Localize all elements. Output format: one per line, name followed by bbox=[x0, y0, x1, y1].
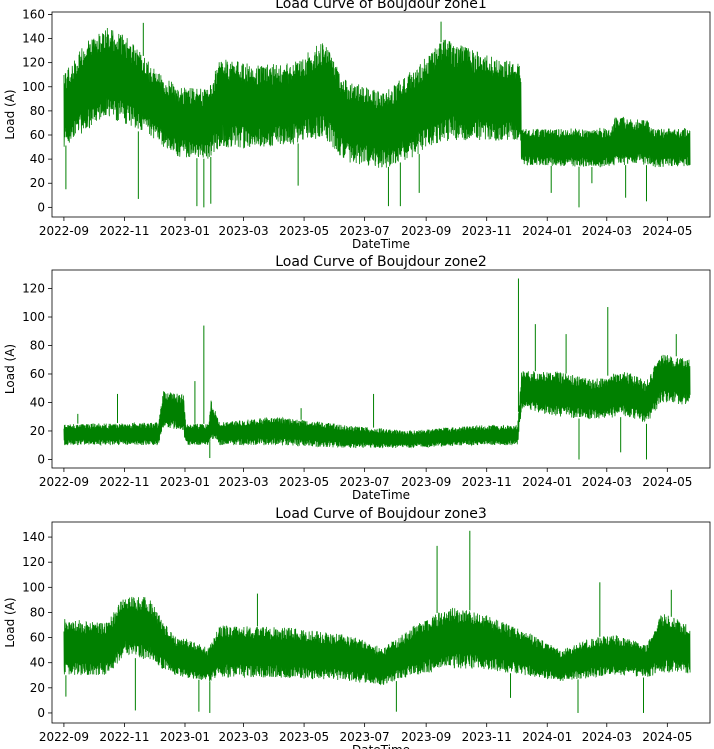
x-tick-label: 2023-11 bbox=[462, 730, 512, 744]
axes-frame bbox=[51, 11, 711, 218]
y-tick-label: 0 bbox=[37, 706, 45, 720]
x-tick-label: 2023-11 bbox=[462, 475, 512, 489]
y-tick-label: 160 bbox=[22, 7, 45, 21]
y-tick-label: 40 bbox=[30, 395, 45, 409]
x-tick-label: 2024-03 bbox=[582, 224, 632, 238]
chart-panel-3: 0 20 40 60 80 100 120 140 2022-09 2022-11 2023-01 2… bbox=[3, 506, 711, 749]
x-tick-label: 2024-03 bbox=[582, 730, 632, 744]
chart-panel-1: 0 20 40 60 80 100 120 140 160 2022-09 2022-11 2023-… bbox=[3, 0, 711, 251]
y-tick-label: 60 bbox=[30, 367, 45, 381]
y-axis-label: Load (A) bbox=[3, 89, 17, 139]
x-tick-label: 2023-03 bbox=[218, 730, 268, 744]
x-tick-label: 2023-07 bbox=[340, 730, 390, 744]
x-tick-label: 2022-11 bbox=[99, 730, 149, 744]
y-tick-label: 120 bbox=[22, 282, 45, 296]
y-tick-label: 0 bbox=[37, 452, 45, 466]
x-tick-label: 2022-09 bbox=[39, 730, 89, 744]
y-axis-label: Load (A) bbox=[3, 597, 17, 647]
chart-panel-2: 0 20 40 60 80 100 120 2022-09 2022-11 2023-01 2023… bbox=[3, 254, 711, 502]
x-tick-label: 2024-05 bbox=[642, 224, 692, 238]
x-tick-label: 2023-09 bbox=[401, 224, 451, 238]
x-tick-label: 2023-03 bbox=[218, 475, 268, 489]
x-tick-label: 2022-09 bbox=[39, 224, 89, 238]
y-tick-label: 100 bbox=[22, 580, 45, 594]
x-tick-label: 2023-09 bbox=[401, 475, 451, 489]
x-tick-label: 2023-11 bbox=[462, 224, 512, 238]
y-axis-label: Load (A) bbox=[3, 344, 17, 394]
x-tick-label: 2024-01 bbox=[522, 730, 572, 744]
x-tick-label: 2023-07 bbox=[340, 475, 390, 489]
x-axis-label: DateTime bbox=[352, 488, 410, 502]
series-line-zone3 bbox=[63, 596, 691, 686]
y-tick-label: 80 bbox=[30, 338, 45, 352]
y-tick-label: 140 bbox=[22, 530, 45, 544]
x-tick-label: 2023-07 bbox=[340, 224, 390, 238]
y-tick-label: 80 bbox=[30, 104, 45, 118]
x-axis-label: DateTime bbox=[352, 237, 410, 251]
x-tick-label: 2023-01 bbox=[160, 224, 210, 238]
y-tick-label: 120 bbox=[22, 555, 45, 569]
axes-frame bbox=[51, 269, 711, 469]
y-tick-label: 60 bbox=[30, 631, 45, 645]
x-tick-label: 2024-05 bbox=[642, 475, 692, 489]
x-tick-label: 2024-01 bbox=[522, 224, 572, 238]
y-tick-label: 40 bbox=[30, 656, 45, 670]
x-tick-label: 2024-05 bbox=[642, 730, 692, 744]
y-tick-label: 100 bbox=[22, 310, 45, 324]
x-tick-label: 2023-05 bbox=[279, 475, 329, 489]
y-tick-label: 60 bbox=[30, 128, 45, 142]
x-tick-label: 2023-03 bbox=[218, 224, 268, 238]
series-line-zone1 bbox=[63, 28, 691, 168]
y-tick-label: 20 bbox=[30, 424, 45, 438]
y-tick-label: 120 bbox=[22, 56, 45, 70]
x-axis-label: DateTime bbox=[352, 743, 410, 749]
chart-title: Load Curve of Boujdour zone1 bbox=[275, 0, 487, 12]
x-tick-label: 2022-09 bbox=[39, 475, 89, 489]
y-tick-label: 0 bbox=[37, 200, 45, 214]
x-tick-label: 2024-01 bbox=[522, 475, 572, 489]
y-tick-label: 100 bbox=[22, 80, 45, 94]
y-tick-label: 80 bbox=[30, 605, 45, 619]
chart-title: Load Curve of Boujdour zone2 bbox=[275, 254, 487, 270]
x-tick-label: 2023-01 bbox=[160, 475, 210, 489]
y-tick-label: 40 bbox=[30, 152, 45, 166]
x-tick-label: 2023-09 bbox=[401, 730, 451, 744]
series-line-zone2 bbox=[63, 354, 691, 449]
y-tick-label: 20 bbox=[30, 681, 45, 695]
x-tick-label: 2023-01 bbox=[160, 730, 210, 744]
x-tick-label: 2024-03 bbox=[582, 475, 632, 489]
x-tick-label: 2022-11 bbox=[99, 224, 149, 238]
x-tick-label: 2023-05 bbox=[279, 224, 329, 238]
y-tick-label: 20 bbox=[30, 176, 45, 190]
x-tick-label: 2023-05 bbox=[279, 730, 329, 744]
axes-frame bbox=[51, 521, 711, 724]
chart-title: Load Curve of Boujdour zone3 bbox=[275, 506, 487, 522]
x-tick-label: 2022-11 bbox=[99, 475, 149, 489]
y-tick-label: 140 bbox=[22, 32, 45, 46]
